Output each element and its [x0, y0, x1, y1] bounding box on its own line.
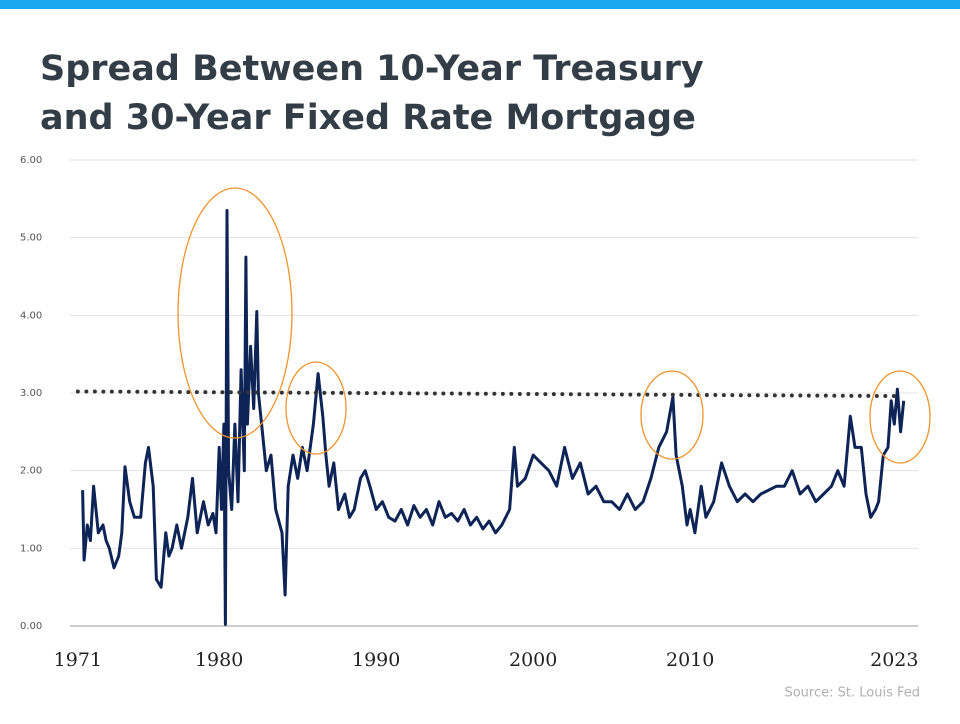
y-tick-label: 6.00 — [20, 155, 42, 166]
x-tick-label: 2010 — [666, 649, 714, 671]
reference-line — [75, 389, 905, 399]
x-tick-label: 2000 — [509, 649, 557, 671]
grid: 0.00 1.00 2.00 3.00 4.00 5.00 6.00 1971 1980 1990… — [20, 155, 918, 671]
y-tick-label: 0.00 — [20, 621, 42, 632]
data-line — [81, 209, 906, 626]
y-tick-label: 3.00 — [20, 388, 42, 399]
highlight-circle — [640, 370, 704, 460]
highlight-circle — [869, 370, 931, 464]
chart-title: Spread Between 10-Year Treasury — [40, 49, 704, 89]
y-tick-label: 2.00 — [20, 466, 42, 477]
chart-title: and 30-Year Fixed Rate Mortgage — [40, 98, 696, 138]
x-tick-label: 1980 — [195, 649, 243, 671]
plot — [75, 209, 906, 626]
top-bar — [0, 0, 960, 9]
y-tick-label: 4.00 — [20, 310, 42, 321]
y-tick-label: 1.00 — [20, 543, 42, 554]
highlight-circle — [285, 361, 347, 455]
x-tick-label: 1990 — [352, 649, 400, 671]
highlight-circle — [177, 187, 293, 439]
x-tick-label: 1971 — [54, 649, 102, 671]
x-tick-label: 2023 — [870, 649, 918, 671]
y-tick-label: 5.00 — [20, 233, 42, 244]
source: Source: St. Louis Fed — [784, 686, 920, 701]
annotations — [177, 187, 931, 464]
